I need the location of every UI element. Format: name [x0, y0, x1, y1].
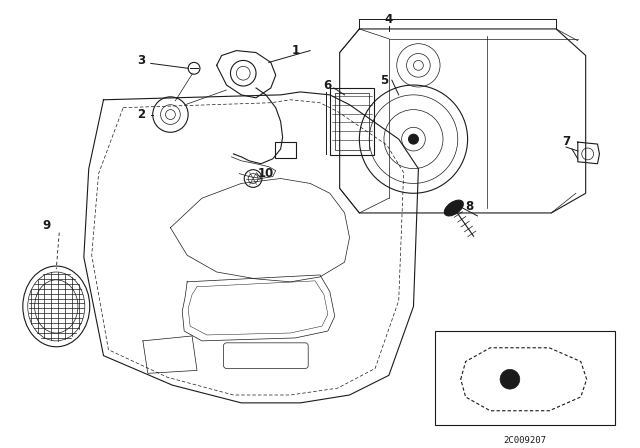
Bar [330, 88, 374, 155]
Ellipse shape [444, 200, 463, 216]
Text: 5: 5 [380, 73, 388, 86]
Text: 9: 9 [42, 219, 51, 232]
Bar [275, 142, 296, 158]
Text: 1: 1 [291, 44, 300, 57]
Circle shape [408, 134, 419, 144]
Text: 2C009207: 2C009207 [503, 436, 546, 445]
Text: 6: 6 [323, 78, 331, 91]
Text: 3: 3 [137, 54, 145, 67]
Text: 7: 7 [562, 134, 570, 148]
Text: 4: 4 [385, 13, 393, 26]
Bar [435, 331, 615, 425]
Text: 2: 2 [137, 108, 145, 121]
Text: 10: 10 [258, 167, 274, 180]
Circle shape [500, 370, 520, 389]
Text: 8: 8 [465, 199, 474, 212]
Bar [335, 93, 369, 150]
